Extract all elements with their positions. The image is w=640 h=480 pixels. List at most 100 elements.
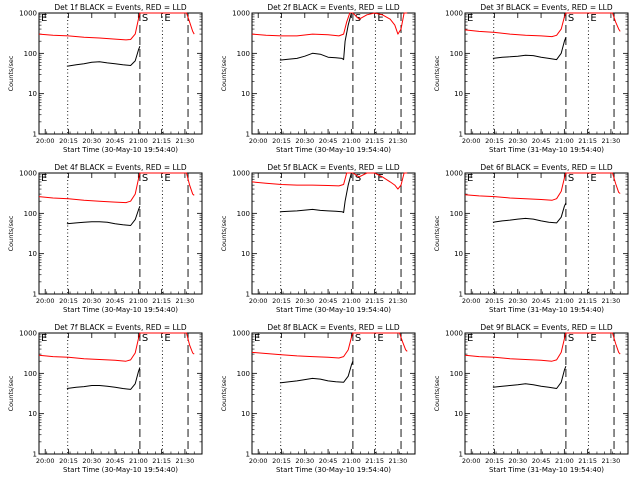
- detector-panel: Det 2f BLACK = Events, RED = LLD 1 10 100 10…: [213, 0, 426, 160]
- x-tick-label: 21:30: [602, 457, 621, 465]
- y-tick-label: 1: [33, 291, 37, 299]
- y-axis-label: Counts/sec: [7, 375, 15, 411]
- detector-chart: Det 9f BLACK = Events, RED = LLD 1 10 100 10…: [433, 323, 629, 474]
- x-axis-label: Start Time (30-May-10 19:54:40): [276, 306, 391, 314]
- x-tick-label: 21:30: [602, 297, 621, 305]
- event-marker-label: E: [377, 173, 383, 184]
- plot-frame: [464, 172, 629, 295]
- x-tick-label: 20:15: [59, 297, 78, 305]
- x-tick-label: 21:00: [129, 297, 148, 305]
- event-marker-label: E: [164, 333, 170, 344]
- event-marker-label: E: [590, 173, 596, 184]
- x-tick-label: 21:15: [152, 457, 171, 465]
- x-tick-label: 21:00: [342, 457, 361, 465]
- event-marker-label: S: [568, 333, 574, 344]
- x-tick-label: 20:30: [295, 137, 314, 145]
- detector-chart: Det 3f BLACK = Events, RED = LLD 1 10 100 10…: [433, 3, 629, 154]
- x-tick-label: 20:30: [295, 457, 314, 465]
- x-tick-label: 21:15: [578, 137, 597, 145]
- y-tick-label: 10: [28, 250, 37, 258]
- y-tick-label: 1000: [19, 170, 37, 178]
- series-line: [279, 12, 352, 61]
- plot-frame: [251, 12, 416, 135]
- x-tick-label: 21:30: [602, 137, 621, 145]
- series-line: [66, 46, 141, 67]
- event-marker-label: E: [41, 333, 47, 344]
- x-tick-label: 21:15: [365, 457, 384, 465]
- y-axis-label: Counts/sec: [433, 55, 441, 91]
- chart-title: Det 9f BLACK = Events, RED = LLD: [480, 323, 613, 332]
- x-tick-label: 20:00: [36, 297, 55, 305]
- x-tick-label: 20:30: [82, 137, 101, 145]
- x-axis-label: Start Time (30-May-10 19:54:40): [276, 466, 391, 474]
- x-tick-label: 21:30: [176, 457, 195, 465]
- y-tick-label: 100: [450, 370, 463, 378]
- x-tick-label: 21:00: [555, 457, 574, 465]
- chart-title: Det 2f BLACK = Events, RED = LLD: [267, 3, 400, 12]
- chart-title: Det 8f BLACK = Events, RED = LLD: [267, 323, 400, 332]
- series-line: [38, 172, 195, 204]
- y-tick-label: 1000: [232, 170, 250, 178]
- x-tick-label: 20:15: [485, 297, 504, 305]
- series-line: [251, 12, 408, 37]
- y-axis-label: Counts/sec: [7, 215, 15, 251]
- x-tick-label: 20:00: [249, 297, 268, 305]
- event-marker-label: E: [590, 13, 596, 24]
- x-axis-label: Start Time (30-May-10 19:54:40): [276, 146, 391, 154]
- x-tick-label: 21:00: [342, 137, 361, 145]
- y-tick-label: 1: [459, 131, 463, 139]
- series-line: [492, 202, 567, 224]
- x-tick-label: 21:30: [176, 137, 195, 145]
- x-tick-label: 20:45: [106, 297, 125, 305]
- y-tick-label: 1: [33, 451, 37, 459]
- event-marker-label: S: [355, 333, 361, 344]
- x-axis-label: Start Time (31-May-10 19:54:40): [489, 306, 604, 314]
- x-tick-label: 21:15: [578, 297, 597, 305]
- series-line: [251, 172, 408, 190]
- event-marker-label: E: [41, 173, 47, 184]
- chart-title: Det 6f BLACK = Events, RED = LLD: [480, 163, 613, 172]
- detector-chart: Det 2f BLACK = Events, RED = LLD 1 10 100 10…: [220, 3, 416, 154]
- plot-frame: [251, 172, 416, 295]
- x-tick-label: 21:15: [365, 137, 384, 145]
- y-tick-label: 100: [24, 210, 37, 218]
- y-tick-label: 100: [24, 50, 37, 58]
- x-tick-label: 21:30: [389, 137, 408, 145]
- series-line: [279, 172, 352, 213]
- x-tick-label: 21:15: [365, 297, 384, 305]
- y-tick-label: 10: [454, 410, 463, 418]
- y-tick-label: 10: [454, 250, 463, 258]
- x-tick-label: 20:00: [36, 457, 55, 465]
- y-tick-label: 10: [241, 90, 250, 98]
- detector-panel: Det 7f BLACK = Events, RED = LLD 1 10 100 10…: [0, 320, 213, 480]
- y-tick-label: 1000: [19, 330, 37, 338]
- y-tick-label: 1: [33, 131, 37, 139]
- detector-panel: Det 8f BLACK = Events, RED = LLD 1 10 100 10…: [213, 320, 426, 480]
- x-tick-label: 20:30: [508, 297, 527, 305]
- chart-title: Det 3f BLACK = Events, RED = LLD: [480, 3, 613, 12]
- series-line: [251, 332, 408, 359]
- plot-frame: [464, 332, 629, 455]
- series-line: [279, 361, 354, 384]
- x-tick-label: 20:45: [532, 137, 551, 145]
- y-tick-label: 100: [24, 370, 37, 378]
- x-tick-label: 20:45: [532, 297, 551, 305]
- y-tick-label: 100: [450, 210, 463, 218]
- x-tick-label: 20:00: [462, 137, 481, 145]
- detector-chart: Det 8f BLACK = Events, RED = LLD 1 10 100 10…: [220, 323, 416, 474]
- series-line: [464, 332, 621, 362]
- y-tick-label: 10: [241, 250, 250, 258]
- x-tick-label: 20:15: [59, 457, 78, 465]
- x-tick-label: 20:15: [59, 137, 78, 145]
- x-tick-label: 20:15: [272, 457, 291, 465]
- x-tick-label: 20:45: [319, 297, 338, 305]
- x-tick-label: 20:00: [36, 137, 55, 145]
- x-tick-label: 20:15: [485, 457, 504, 465]
- x-tick-label: 20:30: [508, 137, 527, 145]
- x-tick-label: 20:00: [249, 457, 268, 465]
- event-marker-label: E: [467, 13, 473, 24]
- detector-panel: Det 3f BLACK = Events, RED = LLD 1 10 100 10…: [426, 0, 639, 160]
- detector-chart: Det 6f BLACK = Events, RED = LLD 1 10 100 10…: [433, 163, 629, 314]
- x-tick-label: 20:45: [319, 137, 338, 145]
- y-tick-label: 1000: [19, 10, 37, 18]
